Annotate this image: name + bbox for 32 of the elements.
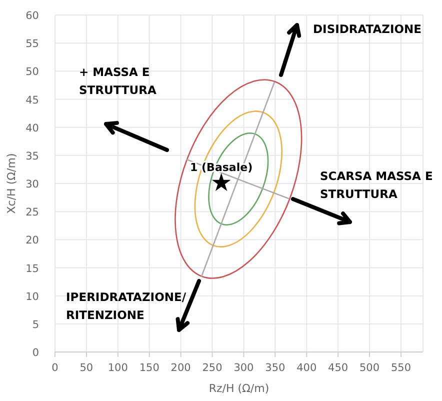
y-tick-label: 30 — [26, 178, 39, 190]
x-tick-label: 250 — [202, 362, 222, 374]
y-tick-label: 35 — [26, 150, 39, 162]
x-tick-label: 550 — [390, 362, 412, 374]
y-tick-label: 55 — [26, 38, 39, 50]
x-axis-title: Rz/H (Ω/m) — [208, 382, 270, 395]
annotation: DISIDRATAZIONE — [313, 22, 422, 36]
y-tick-label: 15 — [26, 262, 39, 275]
y-tick-label: 45 — [26, 94, 39, 106]
x-tick-label: 200 — [170, 362, 191, 374]
y-tick-label: 10 — [26, 290, 39, 303]
x-tick-label: 0 — [52, 362, 58, 374]
annotation: + MASSA E STRUTTURA — [79, 65, 156, 97]
x-tick-label: 300 — [234, 362, 254, 374]
y-tick-label: 0 — [32, 347, 39, 359]
annotation: IPERIDRATAZIONE/ RITENZIONE — [66, 290, 187, 322]
x-tick-label: 150 — [139, 362, 160, 374]
x-tick-label: 400 — [296, 362, 317, 374]
x-tick-label: 350 — [265, 362, 286, 374]
x-tick-label: 50 — [80, 362, 94, 374]
x-tick-label: 450 — [328, 362, 348, 374]
annotation: 1 (Basale) — [190, 160, 253, 174]
y-tick-label: 5 — [32, 318, 39, 331]
x-tick-label: 500 — [360, 362, 380, 374]
y-tick-label: 50 — [26, 66, 39, 78]
y-tick-label: 60 — [26, 10, 39, 22]
y-tick-label: 25 — [26, 206, 39, 219]
annotation: SCARSA MASSA E STRUTTURA — [320, 169, 433, 201]
y-axis-title: Xc/H (Ω/m) — [5, 153, 18, 214]
x-tick-label: 100 — [108, 362, 128, 374]
y-tick-label: 20 — [26, 234, 39, 247]
y-tick-label: 40 — [26, 122, 39, 134]
